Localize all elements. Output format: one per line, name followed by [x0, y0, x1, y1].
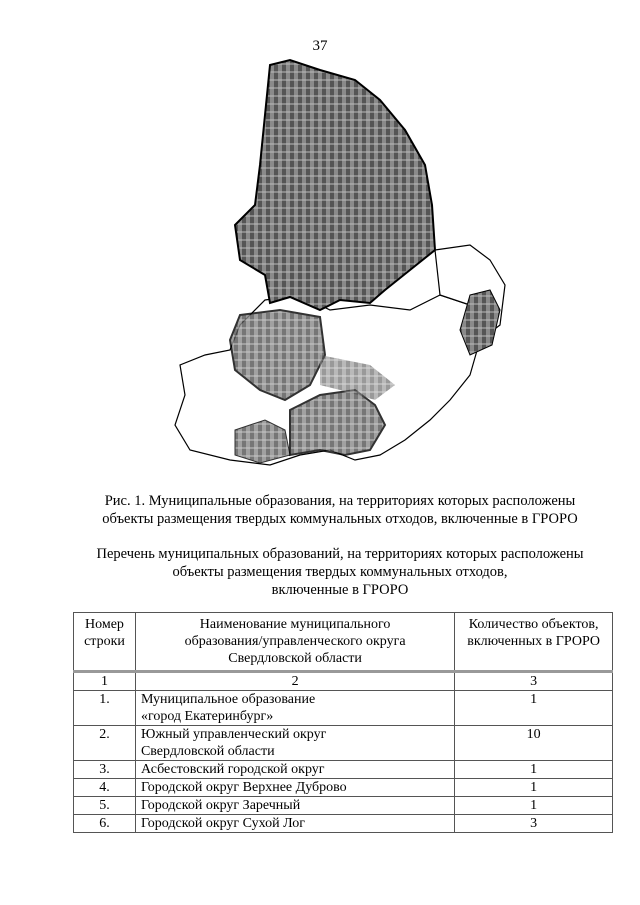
- table-row: 5. Городской округ Заречный 1: [73, 796, 613, 815]
- row-number: 5.: [73, 796, 136, 815]
- header-line: строки: [84, 634, 125, 649]
- row-name: Городской округ Заречный: [134, 796, 456, 815]
- region-map: [174, 58, 506, 466]
- name-line: Городской округ Заречный: [140, 798, 301, 813]
- name-line: Южный управленческий округ: [140, 727, 327, 742]
- header-line: Наименование муниципального: [199, 617, 391, 632]
- row-number: 6.: [73, 814, 136, 833]
- row-number: 2.: [73, 725, 136, 761]
- name-line: Городской округ Верхнее Дуброво: [140, 780, 347, 795]
- title-line: объекты размещения твердых коммунальных …: [172, 564, 508, 580]
- row-name: Городской округ Сухой Лог: [134, 814, 456, 833]
- title-line: включенные в ГРОРО: [271, 582, 409, 598]
- row-name: Асбестовский городской округ: [134, 760, 456, 779]
- name-line: «город Екатеринбург»: [140, 709, 274, 724]
- name-line: Муниципальное образование: [140, 692, 316, 707]
- row-count: 1: [454, 796, 613, 815]
- row-count: 1: [454, 760, 613, 779]
- map-center-strip: [320, 355, 395, 400]
- list-title: Перечень муниципальных образований, на т…: [40, 545, 640, 599]
- figure-caption: Рис. 1. Муниципальные образования, на те…: [40, 492, 640, 528]
- title-line: Перечень муниципальных образований, на т…: [96, 546, 584, 562]
- column-number-row: 1 2 3: [73, 671, 613, 691]
- header-line: Количество объектов,: [468, 617, 599, 632]
- header-line: включенных в ГРОРО: [467, 634, 601, 649]
- municipalities-table: Номер строки Наименование муниципального о…: [73, 612, 613, 833]
- header-cell-number: Номер строки: [73, 612, 136, 673]
- table-header-row: Номер строки Наименование муниципального о…: [73, 612, 613, 673]
- row-count: 1: [454, 690, 613, 726]
- map-central-hatched: [228, 308, 327, 402]
- row-count: 3: [454, 814, 613, 833]
- page-number: 37: [312, 38, 328, 54]
- row-number: 1.: [73, 690, 136, 726]
- row-name: Городской округ Верхнее Дуброво: [134, 778, 456, 797]
- map-north-hatched: [233, 58, 437, 312]
- caption-line: Рис. 1. Муниципальные образования, на те…: [104, 493, 576, 509]
- row-count: 10: [454, 725, 613, 761]
- header-line: Свердловской области: [228, 651, 362, 666]
- column-number: 3: [454, 671, 613, 691]
- header-line: Номер: [85, 617, 124, 632]
- caption-line: объекты размещения твердых коммунальных …: [102, 511, 578, 527]
- name-line: Свердловской области: [140, 744, 275, 759]
- column-number: 1: [73, 671, 136, 691]
- row-name: Муниципальное образование «город Екатерин…: [134, 690, 456, 726]
- map-southwest-hatched: [234, 419, 291, 464]
- column-number: 2: [134, 671, 456, 691]
- header-cell-count: Количество объектов, включенных в ГРОРО: [454, 612, 613, 673]
- name-line: Городской округ Сухой Лог: [140, 816, 306, 831]
- map-southcentral-hatched: [289, 388, 387, 457]
- map-east-hatched: [459, 289, 501, 356]
- row-count: 1: [454, 778, 613, 797]
- table-row: 6. Городской округ Сухой Лог 3: [73, 814, 613, 833]
- header-cell-name: Наименование муниципального образования/у…: [134, 612, 456, 673]
- row-number: 3.: [73, 760, 136, 779]
- row-name: Южный управленческий округ Свердловской о…: [134, 725, 456, 761]
- name-line: Асбестовский городской округ: [140, 762, 325, 777]
- row-number: 4.: [73, 778, 136, 797]
- table-row: 2. Южный управленческий округ Свердловской…: [73, 725, 613, 761]
- table-row: 4. Городской округ Верхнее Дуброво 1: [73, 778, 613, 797]
- table-row: 3. Асбестовский городской округ 1: [73, 760, 613, 779]
- table-row: 1. Муниципальное образование «город Екатер…: [73, 690, 613, 726]
- header-line: образования/управленческого округа: [184, 634, 406, 649]
